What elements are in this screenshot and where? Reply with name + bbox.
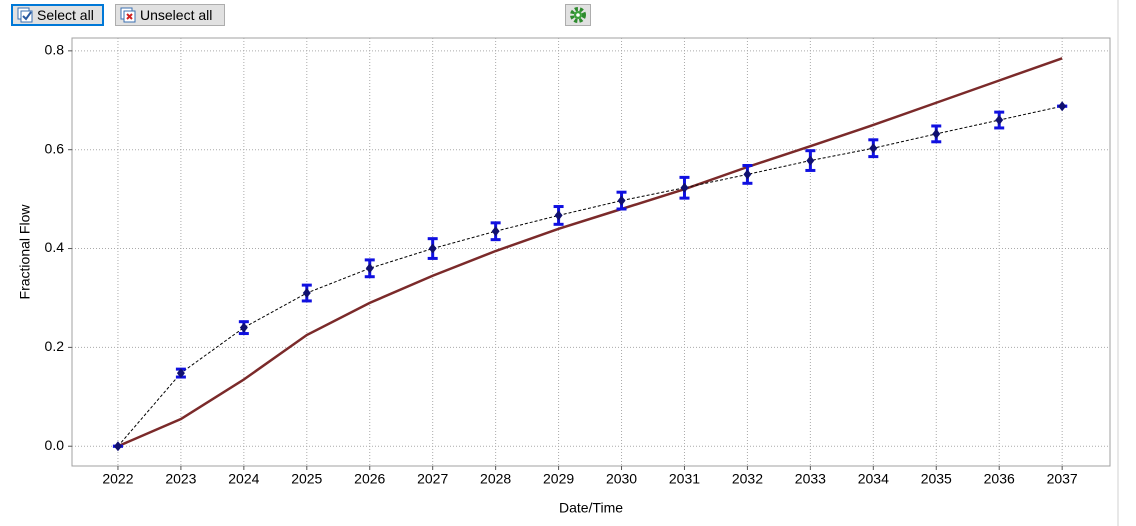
marker bbox=[806, 155, 815, 166]
y-tick-label: 0.4 bbox=[45, 239, 65, 255]
error-bar bbox=[553, 205, 564, 226]
x-tick-label: 2033 bbox=[795, 471, 826, 487]
marker bbox=[428, 243, 437, 254]
icon bbox=[17, 7, 33, 23]
y-tick-label: 0.8 bbox=[45, 42, 65, 58]
x-tick-label: 2024 bbox=[228, 471, 259, 487]
error-bar bbox=[427, 237, 438, 260]
icon bbox=[120, 7, 136, 23]
gear-icon bbox=[570, 7, 586, 23]
x-tick-label: 2030 bbox=[606, 471, 637, 487]
marker bbox=[743, 169, 752, 180]
marker bbox=[113, 441, 122, 452]
error-bar bbox=[805, 149, 816, 172]
series-line bbox=[117, 57, 1063, 448]
marker bbox=[176, 368, 185, 379]
marker bbox=[617, 195, 626, 206]
marker bbox=[365, 263, 374, 274]
marker bbox=[302, 288, 311, 299]
x-tick-label: 2027 bbox=[417, 471, 448, 487]
plot-area bbox=[71, 37, 1111, 467]
x-tick-label: 2036 bbox=[984, 471, 1015, 487]
marker bbox=[680, 182, 689, 193]
x-tick-label: 2022 bbox=[102, 471, 133, 487]
x-tick-label: 2037 bbox=[1047, 471, 1078, 487]
y-tick-label: 0.2 bbox=[45, 338, 65, 354]
marker bbox=[932, 128, 941, 139]
button-label: Select all bbox=[37, 7, 94, 23]
x-tick-label: 2034 bbox=[858, 471, 889, 487]
y-axis-label: Fractional Flow bbox=[17, 204, 33, 300]
error-bar bbox=[301, 283, 312, 303]
x-tick-label: 2029 bbox=[543, 471, 574, 487]
x-axis-label: Date/Time bbox=[559, 500, 623, 516]
x-tick-label: 2028 bbox=[480, 471, 511, 487]
error-bar bbox=[238, 320, 249, 336]
x-tick-label: 2026 bbox=[354, 471, 385, 487]
settings-button[interactable] bbox=[565, 4, 591, 26]
error-bar bbox=[679, 175, 690, 200]
marker bbox=[554, 210, 563, 221]
x-tick-label: 2023 bbox=[165, 471, 196, 487]
marker bbox=[239, 322, 248, 333]
marker bbox=[1058, 101, 1067, 112]
x-tick-label: 2025 bbox=[291, 471, 322, 487]
button-label: Unselect all bbox=[140, 7, 213, 23]
error-bar bbox=[931, 124, 942, 144]
select-all-button[interactable]: Select all bbox=[11, 4, 104, 26]
unselect-all-button[interactable]: Unselect all bbox=[115, 4, 225, 26]
error-bar bbox=[175, 367, 186, 379]
x-tick-label: 2031 bbox=[669, 471, 700, 487]
x-tick-label: 2032 bbox=[732, 471, 763, 487]
marker bbox=[869, 143, 878, 154]
error-bar bbox=[742, 164, 753, 185]
y-tick-label: 0.0 bbox=[45, 437, 65, 453]
y-tick-label: 0.6 bbox=[45, 140, 65, 156]
error-bar bbox=[490, 221, 501, 242]
marker bbox=[995, 115, 1004, 126]
series-line bbox=[117, 105, 1063, 447]
x-tick-label: 2035 bbox=[921, 471, 952, 487]
error-bar bbox=[994, 110, 1005, 130]
error-bar bbox=[616, 190, 627, 211]
error-bar bbox=[364, 258, 375, 279]
marker bbox=[491, 226, 500, 237]
error-bar bbox=[868, 138, 879, 159]
